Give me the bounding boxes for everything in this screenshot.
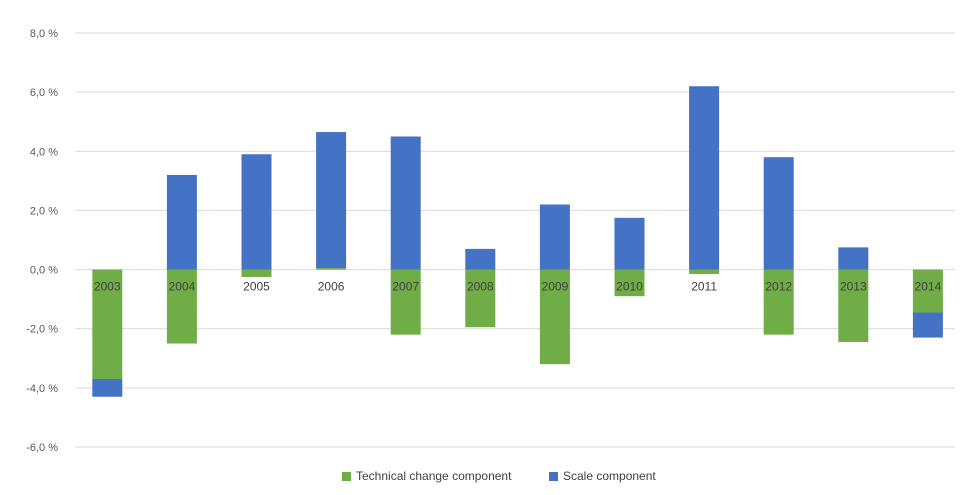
x-category-label: 2004 [169, 280, 196, 294]
bar-scale-2009 [539, 204, 570, 270]
bar-scale-2004 [166, 174, 197, 270]
bar-scale-2008 [465, 248, 496, 270]
y-tick-label: 6,0 % [30, 87, 58, 99]
x-category-label: 2012 [765, 280, 792, 294]
bar-scale-2012 [763, 157, 794, 270]
bar-scale-2003 [92, 378, 123, 397]
bar-scale-2013 [838, 247, 869, 270]
bar-scale-2006 [316, 132, 347, 269]
y-tick-label: 2,0 % [30, 205, 58, 217]
bar-technical-change-2011 [689, 269, 720, 275]
category-labels: 2003 2004 2005 2006 2007 2008 2009 2010 2011 2012… [94, 280, 942, 294]
x-category-label: 2010 [616, 280, 643, 294]
x-category-label: 2011 [691, 280, 717, 294]
legend-swatch [342, 472, 351, 481]
bar-technical-change-2004 [166, 269, 197, 344]
x-category-label: 2009 [542, 280, 569, 294]
bar-technical-change-2010 [614, 269, 645, 297]
y-tick-label: -2,0 % [26, 324, 58, 336]
bar-technical-change-2003 [92, 269, 123, 379]
bar-technical-change-2006 [316, 268, 347, 270]
y-tick-label: 8,0 % [30, 28, 58, 40]
bar-scale-2005 [241, 154, 272, 270]
bar-technical-change-2013 [838, 269, 869, 343]
x-category-label: 2006 [318, 280, 345, 294]
bar-technical-change-2009 [539, 269, 570, 365]
legend-label: Scale component [563, 469, 656, 483]
bar-scale-2007 [390, 136, 421, 270]
y-tick-label: 4,0 % [30, 146, 58, 158]
x-category-label: 2014 [915, 280, 942, 294]
y-tick-label: 0,0 % [30, 265, 58, 277]
x-category-label: 2008 [467, 280, 494, 294]
x-category-label: 2013 [840, 280, 867, 294]
legend: Technical change component Scale componen… [342, 469, 656, 483]
x-category-label: 2005 [243, 280, 270, 294]
bar-scale-2014 [912, 312, 943, 338]
bar-technical-change-2014 [912, 269, 943, 313]
bar-scale-2011 [689, 86, 720, 270]
bar-technical-change-2007 [390, 269, 421, 335]
x-category-label: 2003 [94, 280, 121, 294]
y-axis-tick-labels: -6,0 % -4,0 % -2,0 % 0,0 % 2,0 % 4,0 % 6,0 % 8,… [26, 28, 58, 454]
legend-label: Technical change component [356, 469, 512, 483]
bar-technical-change-2012 [763, 269, 794, 335]
x-category-label: 2007 [392, 280, 419, 294]
y-tick-label: -6,0 % [26, 442, 58, 454]
bars [92, 86, 943, 397]
bar-technical-change-2005 [241, 269, 272, 277]
bar-technical-change-2008 [465, 269, 496, 328]
legend-swatch [549, 472, 558, 481]
y-tick-label: -4,0 % [26, 383, 58, 395]
bar-scale-2010 [614, 217, 645, 270]
gridlines [75, 32, 955, 448]
